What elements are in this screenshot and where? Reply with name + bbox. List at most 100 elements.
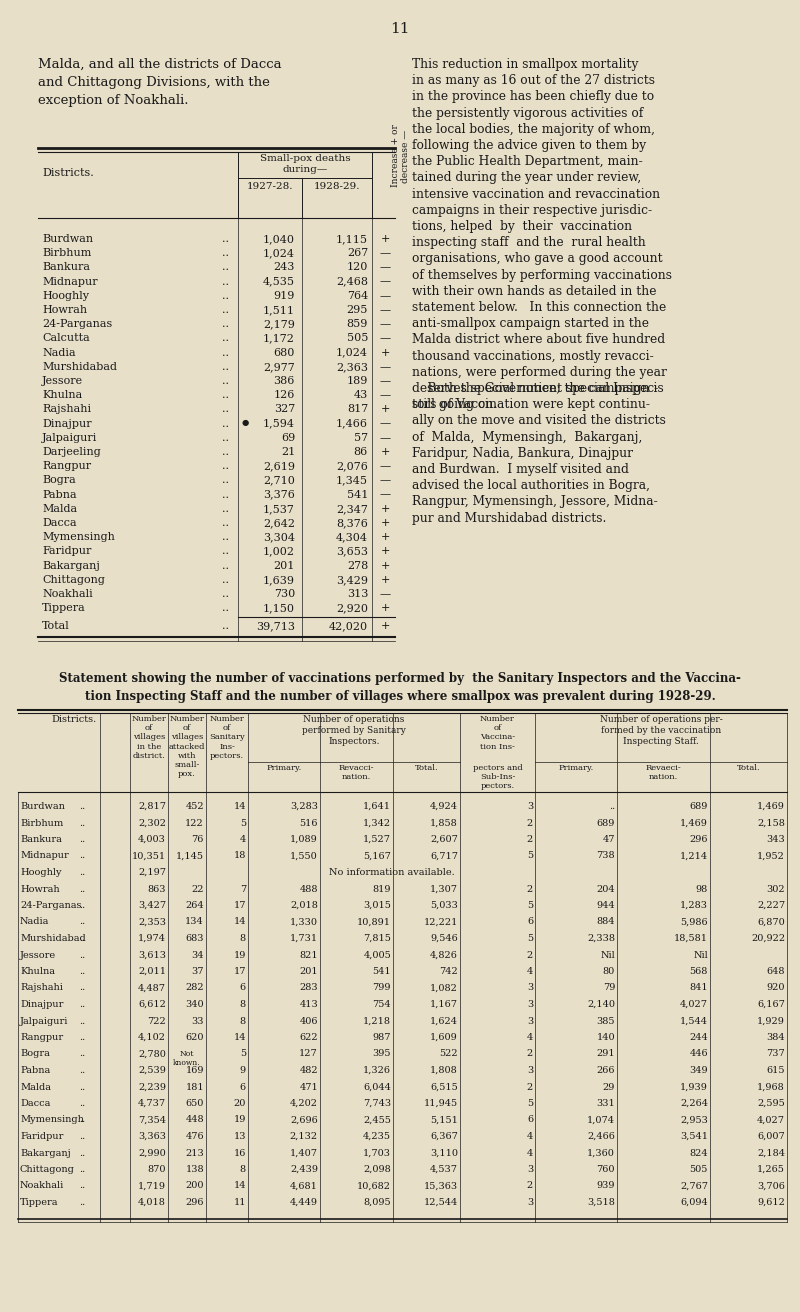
- Text: Bankura: Bankura: [20, 834, 62, 844]
- Text: Revacci-
nation.: Revacci- nation.: [338, 764, 374, 781]
- Text: 2,264: 2,264: [680, 1099, 708, 1109]
- Text: 313: 313: [346, 589, 368, 600]
- Text: +: +: [380, 546, 390, 556]
- Text: ●: ●: [242, 419, 250, 426]
- Text: 1928-29.: 1928-29.: [314, 182, 360, 192]
- Text: Noakhali: Noakhali: [20, 1182, 64, 1190]
- Text: 6: 6: [240, 1082, 246, 1092]
- Text: 505: 505: [346, 333, 368, 344]
- Text: 541: 541: [372, 967, 391, 976]
- Text: Howrah: Howrah: [42, 304, 87, 315]
- Text: 8: 8: [240, 1000, 246, 1009]
- Text: 3,363: 3,363: [138, 1132, 166, 1141]
- Text: Noakhali: Noakhali: [42, 589, 93, 600]
- Text: 17: 17: [234, 901, 246, 911]
- Text: +: +: [380, 348, 390, 358]
- Text: 1,527: 1,527: [363, 834, 391, 844]
- Text: 4,737: 4,737: [138, 1099, 166, 1109]
- Text: 3,110: 3,110: [430, 1148, 458, 1157]
- Text: 140: 140: [596, 1033, 615, 1042]
- Text: 57: 57: [354, 433, 368, 442]
- Text: ..: ..: [222, 475, 229, 485]
- Text: 2,239: 2,239: [138, 1082, 166, 1092]
- Text: 7: 7: [240, 884, 246, 893]
- Text: 3: 3: [526, 802, 533, 811]
- Text: 2,140: 2,140: [587, 1000, 615, 1009]
- Text: ..: ..: [79, 819, 85, 828]
- Text: ..: ..: [79, 984, 85, 992]
- Text: 8: 8: [240, 934, 246, 943]
- Text: Dacca: Dacca: [42, 518, 77, 527]
- Text: 3: 3: [526, 1065, 533, 1075]
- Text: ..: ..: [79, 934, 85, 943]
- Text: Birbhum: Birbhum: [20, 819, 63, 828]
- Text: Number of operations per-
formed by the vaccination
Inspecting Staff.: Number of operations per- formed by the …: [600, 715, 722, 747]
- Text: 2,977: 2,977: [263, 362, 295, 371]
- Text: 919: 919: [274, 291, 295, 300]
- Text: 2,466: 2,466: [587, 1132, 615, 1141]
- Text: 1,283: 1,283: [680, 901, 708, 911]
- Text: —: —: [379, 362, 390, 371]
- Text: 1,407: 1,407: [290, 1148, 318, 1157]
- Text: 4,681: 4,681: [290, 1182, 318, 1190]
- Text: 4,202: 4,202: [290, 1099, 318, 1109]
- Text: ..: ..: [222, 546, 229, 556]
- Text: Dinajpur: Dinajpur: [20, 1000, 63, 1009]
- Text: Faridpur: Faridpur: [42, 546, 91, 556]
- Text: +: +: [380, 447, 390, 457]
- Text: 2,696: 2,696: [290, 1115, 318, 1124]
- Text: 2,619: 2,619: [263, 462, 295, 471]
- Text: 2,642: 2,642: [263, 518, 295, 527]
- Text: 6,612: 6,612: [138, 1000, 166, 1009]
- Text: ..: ..: [222, 362, 229, 371]
- Text: ..: ..: [222, 622, 229, 631]
- Text: 79: 79: [602, 984, 615, 992]
- Text: 5: 5: [240, 819, 246, 828]
- Text: +: +: [380, 518, 390, 527]
- Text: 3,706: 3,706: [757, 1182, 785, 1190]
- Text: 296: 296: [690, 834, 708, 844]
- Text: Both the Government special Inspec-
tors of Vaccination were kept continu-
ally : Both the Government special Inspec- tors…: [412, 382, 666, 525]
- Text: 754: 754: [372, 1000, 391, 1009]
- Text: 4: 4: [526, 967, 533, 976]
- Text: —: —: [379, 475, 390, 485]
- Text: 2: 2: [526, 819, 533, 828]
- Text: ..: ..: [222, 248, 229, 258]
- Text: 76: 76: [192, 834, 204, 844]
- Text: 1,345: 1,345: [336, 475, 368, 485]
- Text: Total: Total: [42, 622, 70, 631]
- Text: ..: ..: [222, 575, 229, 585]
- Text: ..: ..: [79, 1148, 85, 1157]
- Text: 1,082: 1,082: [430, 984, 458, 992]
- Text: Jessore: Jessore: [20, 950, 56, 959]
- Text: ..: ..: [79, 834, 85, 844]
- Text: 4,018: 4,018: [138, 1198, 166, 1207]
- Text: 9,546: 9,546: [430, 934, 458, 943]
- Text: +: +: [380, 504, 390, 514]
- Text: Bakarganj: Bakarganj: [42, 560, 100, 571]
- Text: 2,018: 2,018: [290, 901, 318, 911]
- Text: 4: 4: [240, 834, 246, 844]
- Text: 17: 17: [234, 967, 246, 976]
- Text: 1,594: 1,594: [263, 419, 295, 429]
- Text: 47: 47: [602, 834, 615, 844]
- Text: 134: 134: [186, 917, 204, 926]
- Text: 1,002: 1,002: [263, 546, 295, 556]
- Text: Primary.: Primary.: [558, 764, 594, 771]
- Text: 2,302: 2,302: [138, 819, 166, 828]
- Text: Chittagong: Chittagong: [42, 575, 105, 585]
- Text: ..: ..: [79, 1050, 85, 1059]
- Text: 1,968: 1,968: [758, 1082, 785, 1092]
- Text: ..: ..: [79, 884, 85, 893]
- Text: Mymensingh: Mymensingh: [20, 1115, 84, 1124]
- Text: 8,095: 8,095: [363, 1198, 391, 1207]
- Text: pectors and
Sub-Ins-
pectors.: pectors and Sub-Ins- pectors.: [473, 764, 522, 790]
- Text: 5: 5: [527, 1099, 533, 1109]
- Text: Malda: Malda: [20, 1082, 51, 1092]
- Text: 2,780: 2,780: [138, 1050, 166, 1059]
- Text: 6,717: 6,717: [430, 851, 458, 861]
- Text: 987: 987: [373, 1033, 391, 1042]
- Text: 14: 14: [234, 917, 246, 926]
- Text: 471: 471: [299, 1082, 318, 1092]
- Text: —: —: [379, 248, 390, 258]
